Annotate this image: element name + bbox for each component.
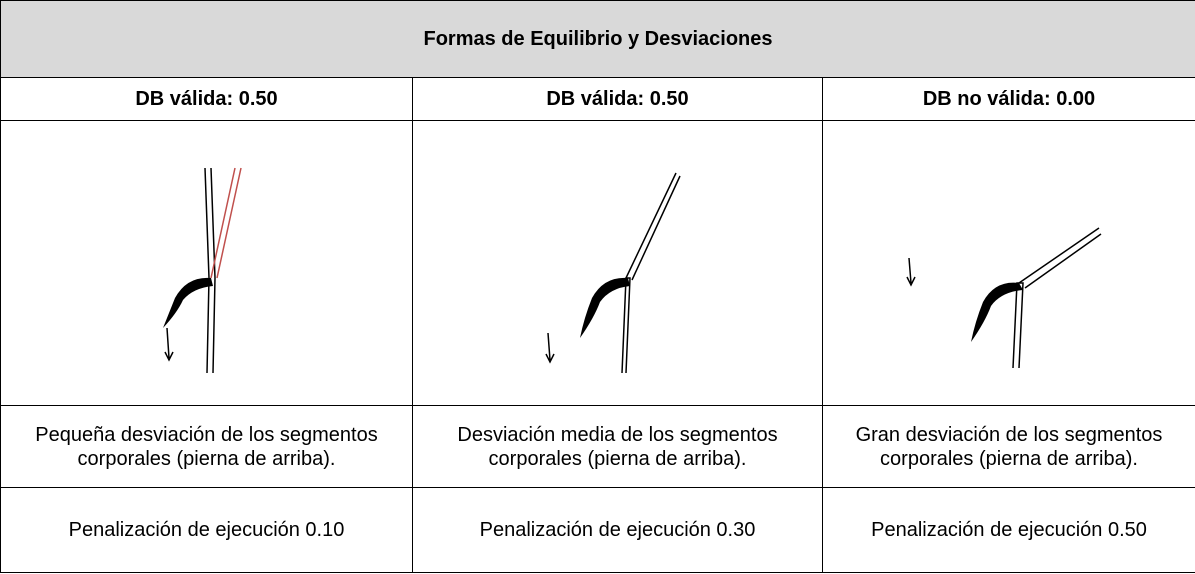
table-title: Formas de Equilibrio y Desviaciones bbox=[0, 0, 1195, 78]
column-header: DB válida: 0.50 bbox=[0, 77, 413, 121]
penalty: Penalización de ejecución 0.10 bbox=[0, 487, 413, 573]
column-header: DB no válida: 0.00 bbox=[821, 77, 1195, 121]
description: Gran desviación de los segmentos corpora… bbox=[821, 405, 1195, 488]
description: Pequeña desviación de los segmentos corp… bbox=[0, 405, 413, 488]
penalty: Penalización de ejecución 0.50 bbox=[821, 487, 1195, 573]
gymnast-figure bbox=[162, 167, 242, 374]
penalty: Penalización de ejecución 0.30 bbox=[412, 487, 823, 573]
gymnast-figure bbox=[906, 227, 1102, 369]
figure-cell bbox=[412, 120, 823, 406]
gymnast-figure bbox=[544, 172, 681, 374]
figure-cell bbox=[821, 120, 1195, 406]
figure-cell bbox=[0, 120, 413, 406]
description: Desviación media de los segmentos corpor… bbox=[412, 405, 823, 488]
column-header: DB válida: 0.50 bbox=[412, 77, 823, 121]
